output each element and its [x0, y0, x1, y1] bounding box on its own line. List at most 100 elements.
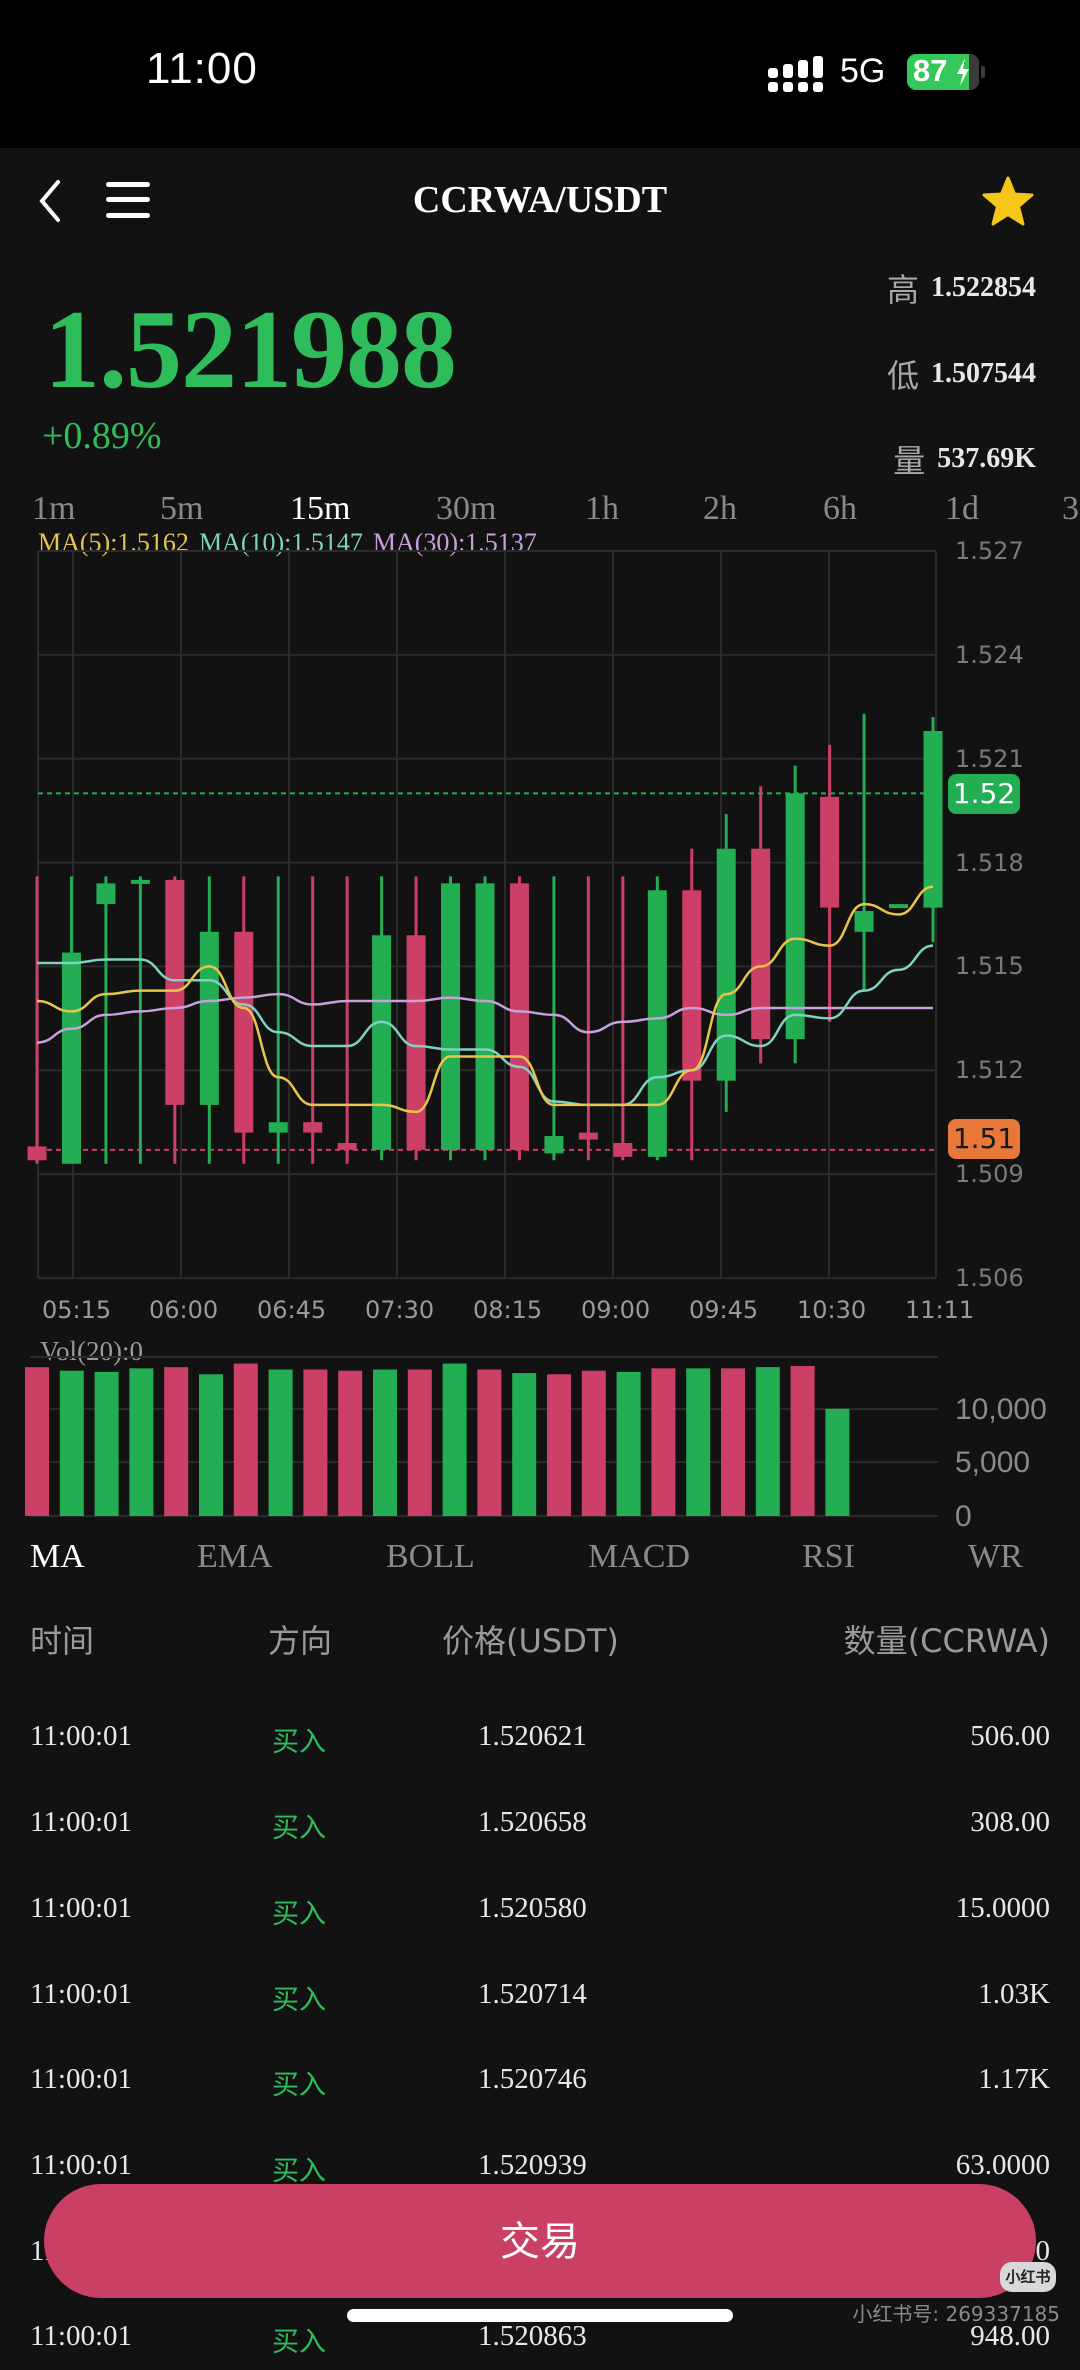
trade-row: 11:00:01 买入 1.520939 63.0000: [0, 2149, 1080, 2199]
tab-indicator-ma[interactable]: MA: [30, 1538, 85, 1575]
volume-bar: [94, 1371, 119, 1516]
tab-indicator-rsi[interactable]: RSI: [802, 1538, 855, 1575]
trade-price: 1.520580: [478, 1892, 587, 1924]
tab-indicator-ema[interactable]: EMA: [197, 1538, 273, 1575]
chevron-left-icon[interactable]: [34, 178, 70, 224]
time-tick: 07:30: [365, 1296, 435, 1324]
status-bar: 11:00 5G 87: [0, 0, 1080, 148]
candle: [716, 814, 736, 1112]
star-icon[interactable]: [980, 174, 1036, 230]
trade-price: 1.520621: [478, 1720, 587, 1752]
volume-bar: [233, 1363, 258, 1516]
timeframe-tabs: 1m 5m 15m 30m 1h 2h 6h 1d 3: [0, 490, 1080, 536]
trade-time: 11:00:01: [30, 2320, 133, 2352]
stat-label: 量: [893, 442, 926, 480]
trade-time: 11:00:01: [30, 1892, 133, 1924]
trade-direction: 买入: [272, 1985, 326, 2016]
volume-bar: [303, 1369, 328, 1516]
volume-bar: [721, 1368, 745, 1516]
stat-value: 1.507544: [931, 358, 1036, 389]
indicator-tabs: MA EMA BOLL MACD RSI WR: [0, 1538, 1080, 1584]
tab-timeframe-3[interactable]: 3: [1062, 490, 1079, 527]
volume-chart: [25, 1356, 938, 1517]
candle: [509, 876, 529, 1161]
trade-row: 11:00:01 买入 1.520658 308.00: [0, 1806, 1080, 1856]
current-price-tag: 1.52: [948, 774, 1020, 814]
price-tick: 1.512: [955, 1056, 1024, 1085]
tab-indicator-macd[interactable]: MACD: [588, 1538, 691, 1575]
volume-bar: [59, 1370, 84, 1516]
time-tick: 08:15: [473, 1296, 543, 1324]
candle: [199, 876, 219, 1164]
trade-time: 11:00:01: [30, 2149, 133, 2181]
candle: [923, 717, 943, 943]
trade-qty: 308.00: [970, 1806, 1050, 1838]
trade-qty: 0: [1035, 2235, 1051, 2267]
volume-bar: [338, 1370, 363, 1516]
header-direction: 方向: [268, 1622, 333, 1660]
tab-timeframe-1m[interactable]: 1m: [32, 490, 76, 527]
trade-row: 11:00:01 买入 1.520746 1.17K: [0, 2063, 1080, 2113]
trade-row: 11:00:01 买入 1.520863 948.00: [0, 2320, 1080, 2370]
volume-bar: [442, 1363, 467, 1516]
tab-timeframe-2h[interactable]: 2h: [703, 490, 737, 527]
volume-bar: [581, 1370, 606, 1516]
trade-direction: 买入: [272, 2070, 326, 2101]
trade-time: 11:00:01: [30, 1720, 133, 1752]
candle: [820, 744, 840, 1022]
volume-bar: [686, 1368, 711, 1516]
cellular-signal-icon: [768, 56, 823, 92]
volume-bar: [790, 1365, 815, 1516]
tab-indicator-wr[interactable]: WR: [968, 1538, 1023, 1575]
candle: [889, 904, 909, 909]
stat-label: 低: [886, 357, 919, 395]
trade-qty: 506.00: [970, 1720, 1050, 1752]
candle: [613, 876, 633, 1161]
volume-bar: [616, 1371, 641, 1516]
time-tick: 05:15: [42, 1296, 112, 1324]
watermark-text: 小红书号: 269337185: [852, 2302, 1060, 2326]
ma-legend: MA(5):1.5162 MA(10):1.5147 MA(30):1.5137: [38, 528, 547, 558]
stat-value: 1.522854: [931, 272, 1036, 303]
trade-row: 11:00:01 买入 1.520714 1.03K: [0, 1978, 1080, 2028]
tab-timeframe-30m[interactable]: 30m: [436, 490, 497, 527]
tab-indicator-boll[interactable]: BOLL: [386, 1538, 475, 1575]
trade-qty: 1.17K: [978, 2063, 1050, 2095]
candle: [96, 876, 116, 1164]
volume-bar: [164, 1367, 189, 1516]
trade-button[interactable]: 交易: [44, 2184, 1036, 2298]
candle: [682, 848, 702, 1161]
home-indicator[interactable]: [347, 2309, 733, 2322]
price-tick: 1.515: [955, 952, 1024, 981]
tab-timeframe-6h[interactable]: 6h: [823, 490, 857, 527]
trade-price: 1.520714: [478, 1978, 587, 2010]
candle: [61, 876, 81, 1164]
trade-direction: 买入: [272, 1899, 326, 1930]
candle: [751, 786, 771, 1064]
trade-price: 1.520658: [478, 1806, 587, 1838]
volume-tick: 10,000: [955, 1393, 1047, 1426]
trade-direction: 买入: [272, 1813, 326, 1844]
ma10-label: MA(10):1.5147: [198, 528, 363, 557]
stat-label: 高: [886, 271, 919, 309]
candle: [854, 713, 874, 991]
hamburger-menu-icon[interactable]: [104, 180, 152, 220]
volume-tick: 0: [955, 1500, 972, 1533]
price-tick: 1.518: [955, 848, 1024, 877]
trade-qty: 63.0000: [955, 2149, 1050, 2181]
charging-bolt-icon: [957, 58, 969, 86]
tab-timeframe-5m[interactable]: 5m: [160, 490, 204, 527]
trade-time: 11:00:01: [30, 2063, 133, 2095]
tab-timeframe-15m[interactable]: 15m: [290, 490, 351, 527]
trade-price: 1.520863: [478, 2320, 587, 2352]
trade-direction: 买入: [272, 2327, 326, 2358]
candlestick-chart[interactable]: [0, 540, 1080, 1280]
time-tick: 10:30: [797, 1296, 867, 1324]
volume-bar: [512, 1373, 537, 1516]
time-tick: 09:45: [689, 1296, 759, 1324]
header-price: 价格(USDT): [442, 1622, 619, 1660]
trade-qty: 15.0000: [955, 1892, 1050, 1924]
tab-timeframe-1h[interactable]: 1h: [585, 490, 619, 527]
tab-timeframe-1d[interactable]: 1d: [945, 490, 979, 527]
ma5-label: MA(5):1.5162: [38, 528, 189, 557]
